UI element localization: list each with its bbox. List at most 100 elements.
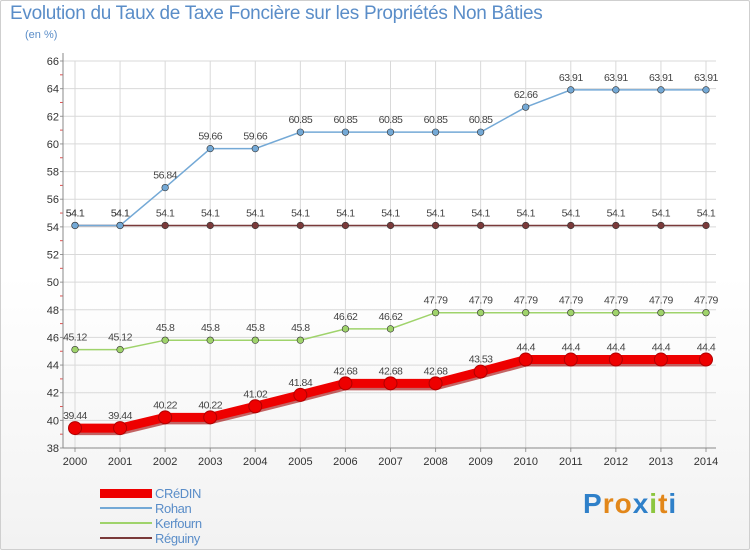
data-label-credin: 42.68	[334, 365, 358, 377]
data-label-credin: 44.4	[516, 342, 535, 354]
point-kerfourn	[522, 309, 530, 317]
point-kerfourn	[296, 336, 304, 344]
point-reguiny	[477, 221, 485, 230]
x-tick-label: 2013	[649, 456, 673, 468]
point-rohan	[702, 86, 710, 94]
point-kerfourn	[71, 345, 79, 354]
legend-swatch-rohan	[100, 507, 152, 509]
point-credin	[293, 387, 308, 402]
x-tick-label: 2011	[559, 456, 583, 468]
point-credin	[113, 421, 128, 436]
y-tick-label: 52	[47, 250, 59, 262]
logo-letter: i	[649, 488, 659, 519]
grid-lines	[63, 60, 716, 449]
x-tick-label: 2003	[198, 456, 222, 468]
data-label-rohan: 60.85	[469, 114, 493, 126]
series-lines	[68, 86, 713, 436]
point-reguiny	[612, 221, 620, 230]
data-label-reguiny: 54.1	[471, 207, 490, 219]
axes: 38 40 42 44 46 48 50 52 54 56 58 60 62 64 66 2000 2001 20…	[47, 53, 718, 468]
data-label-reguiny: 54.1	[336, 207, 355, 219]
x-tick-label: 2012	[604, 456, 628, 468]
data-label-reguiny: 54.1	[156, 207, 175, 219]
x-tick-label: 2005	[288, 456, 312, 468]
data-label-credin: 40.22	[198, 399, 222, 411]
point-credin	[608, 352, 623, 367]
data-label-credin: 44.4	[562, 342, 581, 354]
data-label-credin: 42.68	[424, 365, 448, 377]
data-label-rohan: 59.66	[243, 131, 267, 143]
x-tick-label: 2008	[423, 456, 447, 468]
data-label-kerfourn: 45.8	[246, 322, 265, 334]
data-label-kerfourn: 47.79	[514, 295, 538, 307]
y-tick-label: 42	[47, 388, 59, 400]
data-label-kerfourn: 47.79	[694, 295, 718, 307]
x-tick-label: 2004	[243, 456, 267, 468]
point-credin	[203, 410, 218, 425]
data-label-rohan: 60.85	[288, 114, 312, 126]
legend-swatch-reguiny	[100, 537, 152, 539]
x-tick-label: 2002	[153, 456, 177, 468]
data-label-kerfourn: 47.79	[559, 295, 583, 307]
data-label-kerfourn: 45.12	[108, 332, 132, 344]
point-rohan	[161, 184, 169, 192]
point-credin	[699, 352, 713, 367]
data-label-kerfourn: 45.8	[201, 322, 220, 334]
point-rohan	[657, 86, 665, 94]
data-label-credin: 39.44	[108, 410, 132, 422]
point-rohan	[71, 221, 79, 230]
y-tick-label: 62	[47, 111, 59, 123]
point-reguiny	[657, 221, 665, 230]
point-credin	[68, 421, 82, 436]
data-label-credin: 42.68	[379, 365, 403, 377]
point-rohan	[567, 86, 575, 94]
point-kerfourn	[206, 336, 214, 344]
proxiti-logo: Proxiti	[583, 488, 677, 520]
logo-letter: x	[632, 488, 650, 519]
point-credin	[518, 352, 533, 367]
data-label-credin: 44.4	[652, 342, 671, 354]
point-rohan	[477, 128, 485, 136]
logo-letter: i	[668, 488, 678, 519]
y-tick-label: 60	[47, 139, 59, 151]
data-label-reguiny: 54.1	[652, 207, 671, 219]
x-tick-label: 2010	[513, 456, 537, 468]
point-kerfourn	[477, 309, 485, 317]
data-label-rohan: 59.66	[198, 131, 222, 143]
data-label-rohan: 63.91	[559, 72, 583, 84]
x-tick-label: 2014	[694, 456, 718, 468]
point-kerfourn	[431, 309, 440, 317]
data-label-rohan: 56.84	[153, 170, 177, 182]
data-label-rohan: 60.85	[424, 114, 448, 126]
y-tick-label: 48	[47, 305, 59, 317]
point-kerfourn	[251, 336, 259, 344]
data-label-credin: 39.44	[63, 410, 87, 422]
chart-title: Evolution du Taux de Taxe Foncière sur l…	[10, 3, 543, 24]
y-tick-label: 38	[47, 443, 59, 455]
data-label-credin: 44.4	[697, 342, 716, 354]
point-reguiny	[251, 221, 259, 230]
y-tick-label: 56	[47, 194, 59, 206]
data-label-reguiny: 54.1	[246, 207, 265, 219]
data-label-reguiny: 54.1	[111, 207, 130, 219]
point-rohan	[386, 128, 395, 136]
point-rohan	[612, 86, 620, 94]
y-tick-label: 54	[47, 222, 59, 234]
data-label-rohan: 63.91	[694, 72, 718, 84]
data-label-reguiny: 54.1	[607, 207, 626, 219]
legend-label-rohan: Rohan	[155, 501, 192, 516]
point-kerfourn	[116, 345, 124, 354]
data-label-rohan: 60.85	[379, 114, 403, 126]
data-label-kerfourn: 47.79	[424, 295, 448, 307]
data-label-rohan: 63.91	[649, 72, 673, 84]
point-credin	[248, 399, 263, 414]
point-reguiny	[296, 221, 304, 230]
data-label-kerfourn: 47.79	[649, 295, 673, 307]
data-label-kerfourn: 45.8	[291, 322, 310, 334]
data-label-credin: 41.02	[243, 388, 267, 400]
point-reguiny	[702, 221, 710, 230]
point-rohan	[116, 221, 124, 230]
point-reguiny	[386, 221, 395, 230]
chart-subtitle: (en %)	[25, 29, 58, 41]
x-tick-label: 2001	[108, 456, 132, 468]
